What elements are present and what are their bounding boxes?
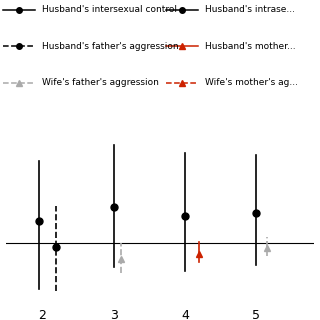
Text: Husband's intrase...: Husband's intrase...: [205, 5, 295, 14]
Text: Husband's mother...: Husband's mother...: [205, 42, 295, 51]
Text: Wife's father's aggression: Wife's father's aggression: [42, 78, 158, 87]
Text: Husband's intersexual control: Husband's intersexual control: [42, 5, 177, 14]
Text: Husband's father's aggression: Husband's father's aggression: [42, 42, 178, 51]
Text: Wife's mother's ag...: Wife's mother's ag...: [205, 78, 298, 87]
